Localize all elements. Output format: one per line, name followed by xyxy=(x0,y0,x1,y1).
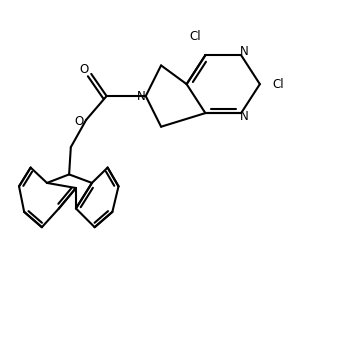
Text: N: N xyxy=(240,110,249,123)
Text: O: O xyxy=(80,63,89,76)
Text: N: N xyxy=(137,90,146,103)
Text: N: N xyxy=(240,44,249,57)
Text: Cl: Cl xyxy=(273,78,284,91)
Text: O: O xyxy=(74,115,84,128)
Text: Cl: Cl xyxy=(189,30,201,43)
